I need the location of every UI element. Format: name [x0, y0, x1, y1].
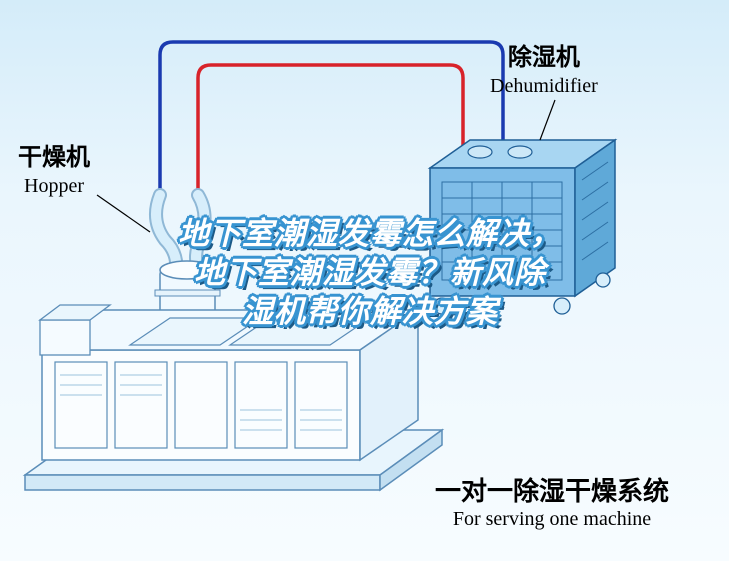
label-dehumidifier: 除湿机 Dehumidifier — [490, 42, 598, 99]
overlay-line1: 地下室潮湿发霉怎么解决， — [178, 216, 562, 251]
label-system-en: For serving one machine — [435, 508, 669, 531]
label-dehumidifier-cn: 除湿机 — [490, 42, 598, 73]
red-pipe — [198, 65, 463, 195]
overlay-line3: 湿机帮你解决方案 — [242, 294, 498, 329]
label-system: 一对一除湿干燥系统 For serving one machine — [435, 471, 669, 531]
label-dehumidifier-en: Dehumidifier — [490, 73, 598, 99]
main-machine — [25, 305, 442, 490]
pointer-dehumidifier — [540, 100, 555, 140]
overlay-title: 地下室潮湿发霉怎么解决， 地下室潮湿发霉？新风除 湿机帮你解决方案 — [110, 215, 630, 331]
label-hopper: 干燥机 Hopper — [18, 142, 90, 199]
overlay-line2: 地下室潮湿发霉？新风除 — [194, 255, 546, 290]
label-system-cn: 一对一除湿干燥系统 — [435, 471, 669, 508]
label-hopper-en: Hopper — [18, 173, 90, 199]
label-hopper-cn: 干燥机 — [18, 142, 90, 173]
